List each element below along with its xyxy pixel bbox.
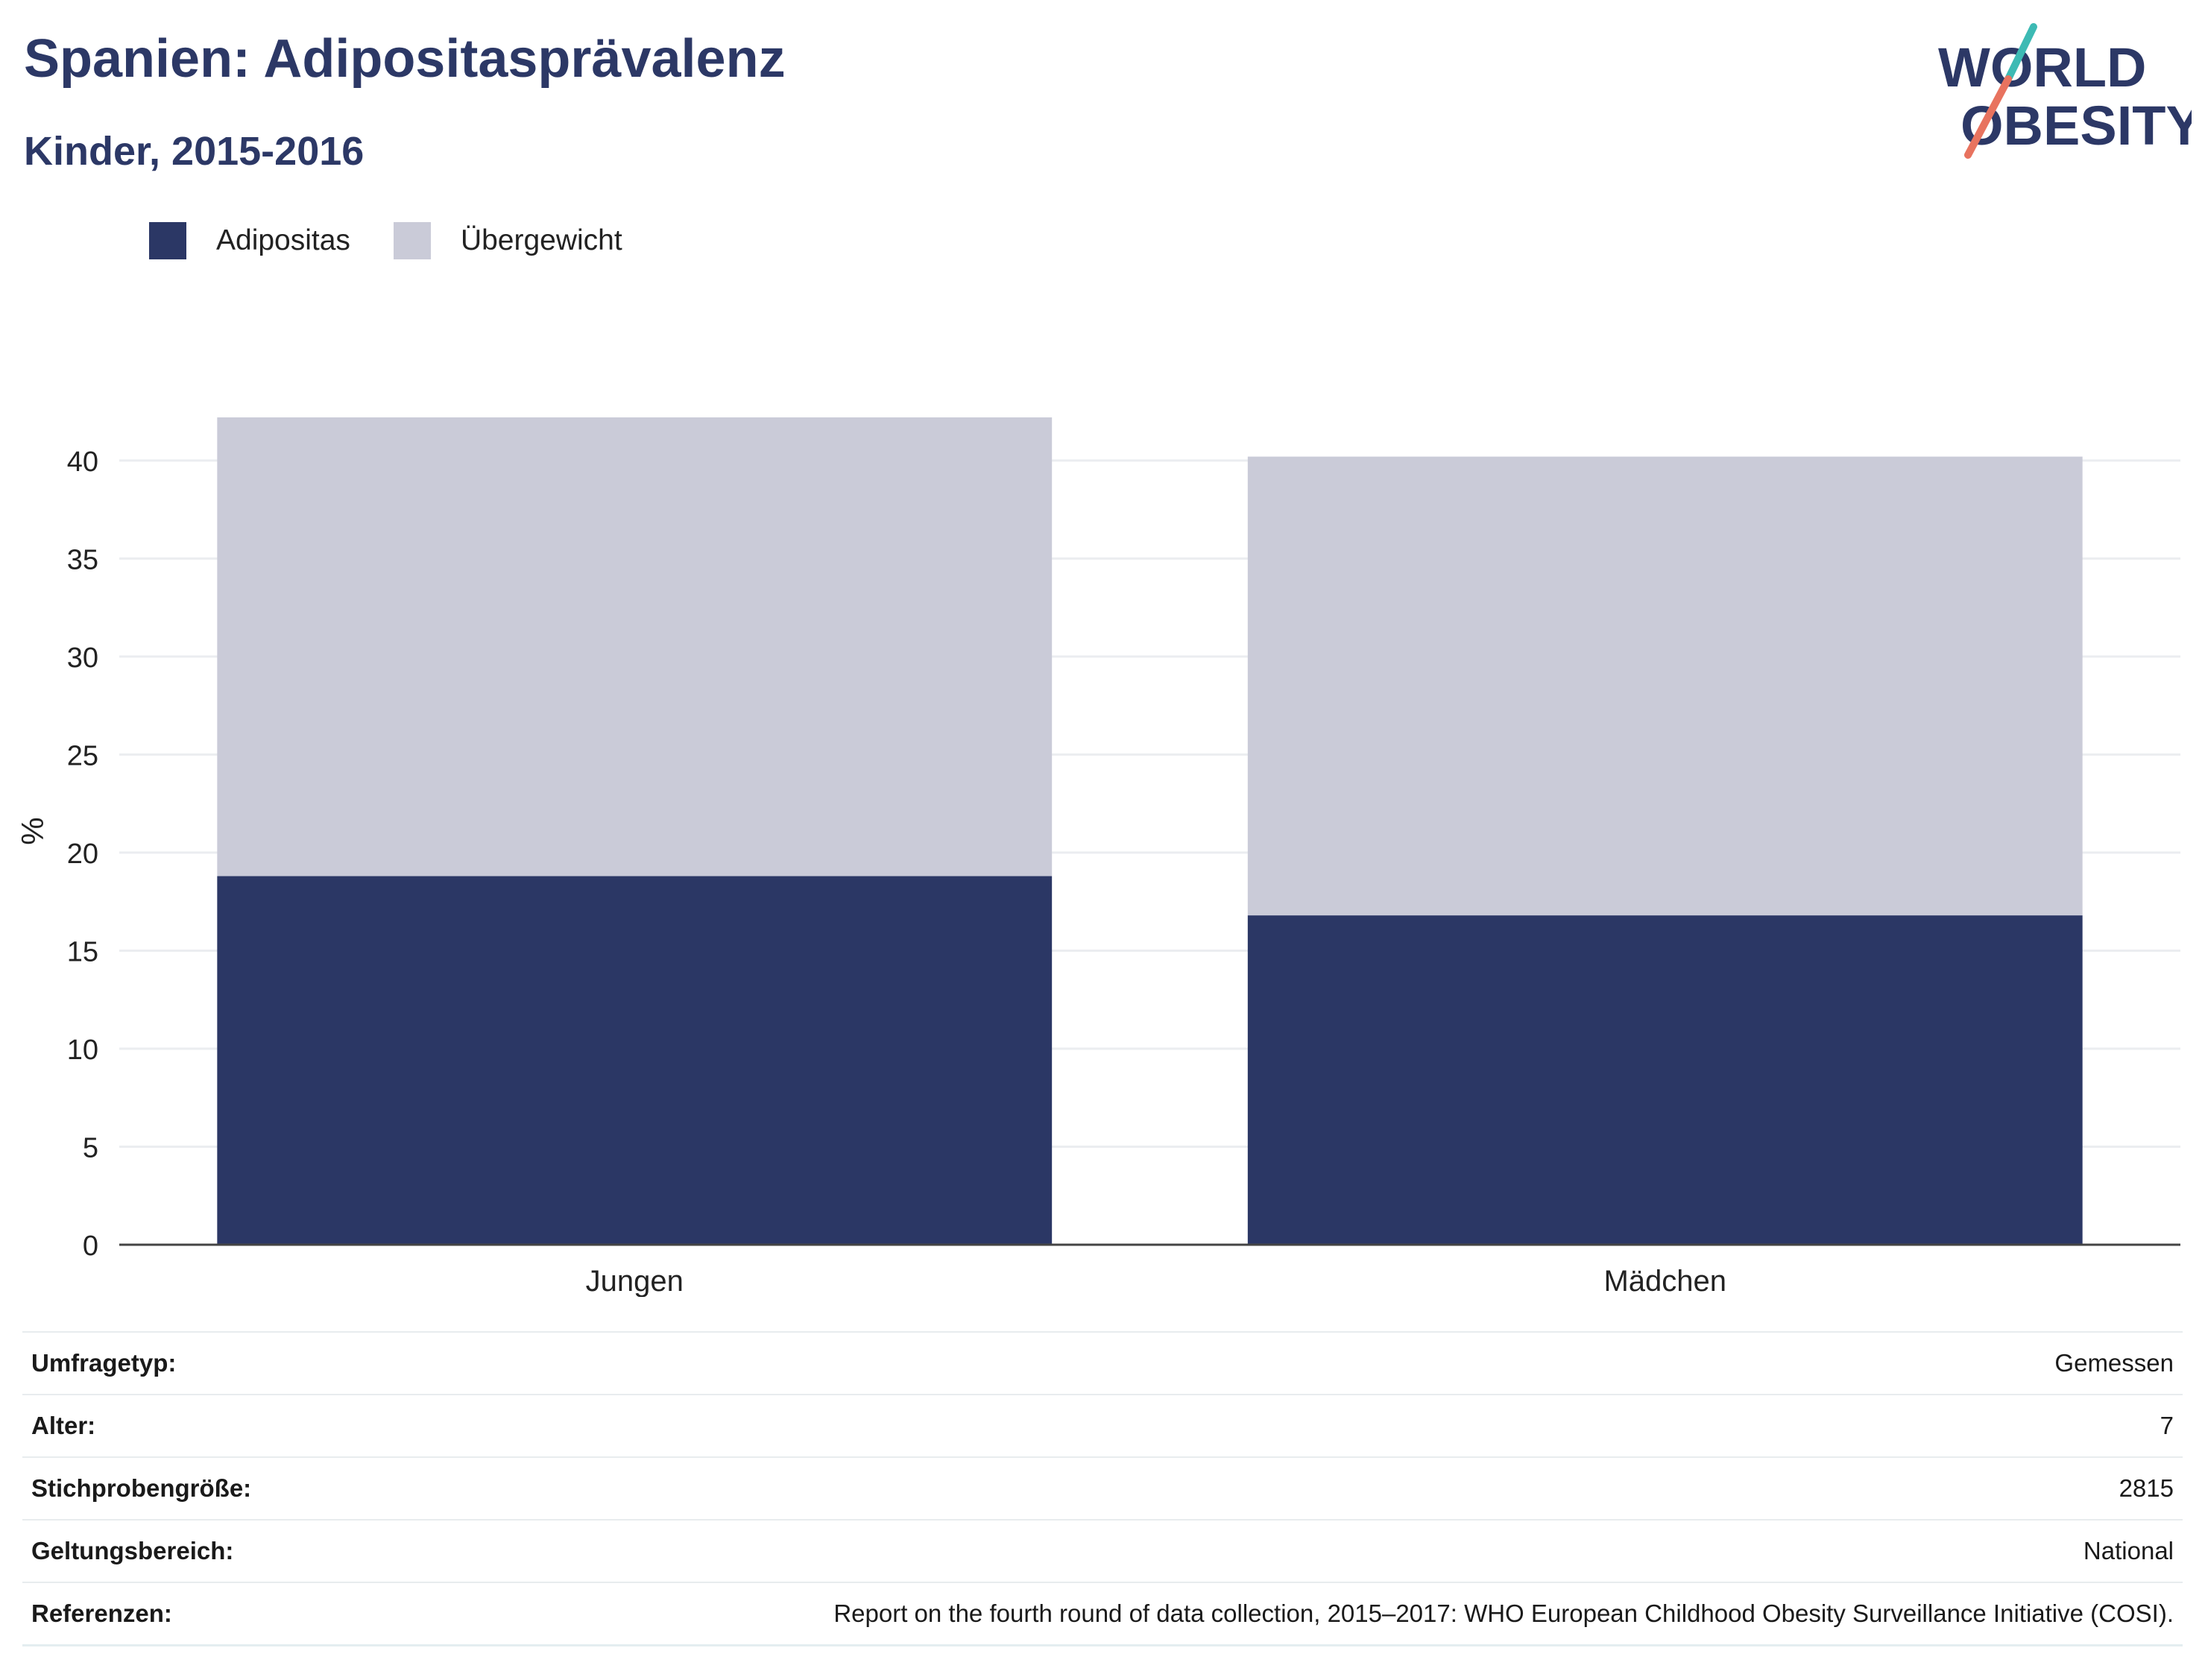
- legend-label-uebergewicht: Übergewicht: [460, 224, 622, 256]
- info-label: Stichprobengröße:: [22, 1456, 345, 1520]
- table-row: Stichprobengröße: 2815: [22, 1456, 2183, 1520]
- y-tick-label: 15: [67, 936, 98, 967]
- bar-uebergewicht-0: [217, 417, 1053, 877]
- bar-adipositas-0: [217, 876, 1053, 1245]
- logo-coral-slash: [1964, 75, 2012, 159]
- legend-swatch-uebergewicht: [393, 222, 431, 259]
- logo-word-world: WORLD: [1938, 37, 2147, 98]
- y-tick-label: 25: [67, 740, 98, 771]
- y-tick-label: 5: [83, 1132, 98, 1163]
- info-label: Referenzen:: [22, 1582, 345, 1646]
- logo-teal-slash: [2004, 23, 2037, 83]
- info-label: Alter:: [22, 1394, 345, 1457]
- table-row: Referenzen: Report on the fourth round o…: [22, 1582, 2183, 1646]
- chart-legend: Adipositas Übergewicht: [149, 222, 666, 259]
- x-tick-label: Jungen: [586, 1265, 684, 1297]
- legend-item-adipositas[interactable]: Adipositas: [149, 222, 350, 259]
- chart-title: Spanien: Adipositasprävalenz: [24, 29, 786, 89]
- y-tick-label: 20: [67, 839, 98, 870]
- info-value: Gemessen: [344, 1331, 2183, 1395]
- info-value: 7: [344, 1394, 2183, 1457]
- info-value: Report on the fourth round of data colle…: [344, 1582, 2183, 1646]
- legend-swatch-adipositas: [149, 222, 186, 259]
- bar-uebergewicht-1: [1247, 456, 2083, 916]
- world-obesity-logo: WORLD OBESITY: [1938, 23, 2192, 159]
- y-tick-label: 0: [83, 1231, 98, 1262]
- y-tick-label: 35: [67, 544, 98, 575]
- y-tick-label: 30: [67, 642, 98, 674]
- legend-label-adipositas: Adipositas: [216, 224, 350, 256]
- survey-info-table: Umfragetyp: Gemessen Alter: 7 Stichprobe…: [22, 1331, 2183, 1646]
- x-tick-label: Mädchen: [1603, 1265, 1726, 1297]
- info-value: 2815: [344, 1456, 2183, 1520]
- y-tick-label: 10: [67, 1035, 98, 1066]
- table-row: Geltungsbereich: National: [22, 1519, 2183, 1582]
- info-label: Geltungsbereich:: [22, 1519, 345, 1582]
- bar-adipositas-1: [1247, 915, 2083, 1245]
- y-tick-label: 40: [67, 446, 98, 478]
- logo-word-obesity: OBESITY: [1960, 95, 2192, 157]
- y-axis-label: %: [15, 817, 50, 844]
- legend-item-uebergewicht[interactable]: Übergewicht: [393, 222, 622, 259]
- table-row: Alter: 7: [22, 1394, 2183, 1457]
- table-row: Umfragetyp: Gemessen: [22, 1331, 2183, 1395]
- chart-subtitle: Kinder, 2015-2016: [24, 129, 365, 174]
- stacked-bar-chart: 0 5 10 15 20 25 30 35 40% Jungen Mädchen: [15, 417, 2180, 1297]
- info-value: National: [344, 1519, 2183, 1582]
- info-label: Umfragetyp:: [22, 1331, 345, 1395]
